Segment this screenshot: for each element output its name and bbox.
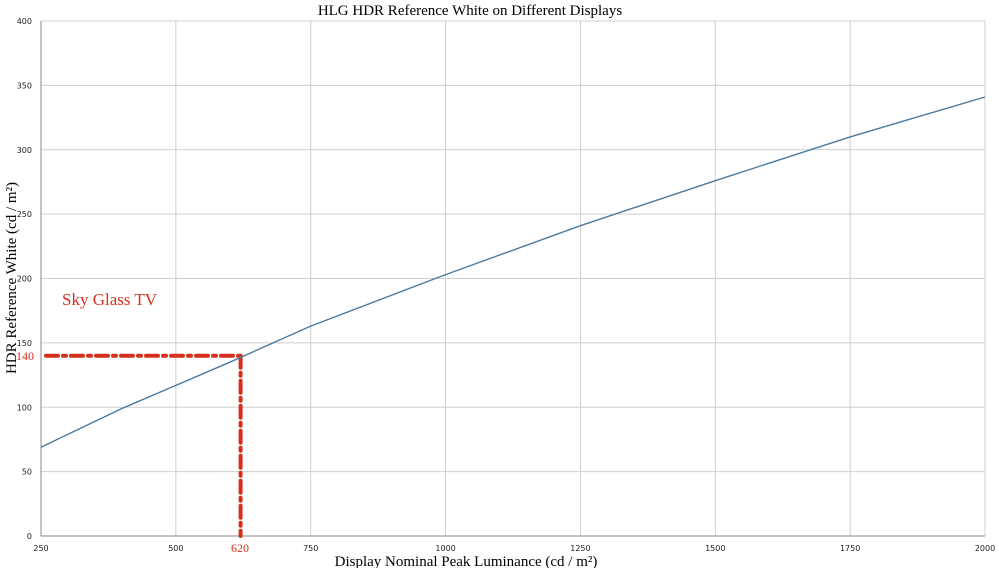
x-tick-label: 500	[168, 544, 183, 553]
y-tick-label: 250	[17, 210, 32, 219]
series-group	[40, 96, 986, 448]
annotation-x-value-label: 620	[231, 541, 249, 555]
y-tick-label: 300	[17, 146, 32, 155]
annotation-y-value-label: 140	[16, 349, 34, 363]
y-tick-label: 0	[27, 532, 32, 541]
x-tick-label: 1250	[570, 544, 590, 553]
y-axis-title: HDR Reference White (cd / m²)	[4, 182, 20, 374]
y-tick-label: 100	[17, 403, 32, 412]
y-tick-label: 400	[17, 17, 32, 26]
labels: 250 500 750 1000 1250 1500 1750 2000 0 50 100 150 20…	[17, 17, 995, 553]
x-tick-label: 1500	[705, 544, 725, 553]
y-tick-label: 350	[17, 81, 32, 90]
y-tick-label: 200	[17, 275, 32, 284]
grid	[41, 20, 986, 536]
axes	[40, 21, 985, 537]
x-tick-label: 1000	[435, 544, 455, 553]
chart-title: HLG HDR Reference White on Different Dis…	[318, 3, 623, 19]
y-tick-label: 50	[22, 468, 32, 477]
y-tick-label: 150	[17, 339, 32, 348]
x-tick-label: 250	[33, 544, 48, 553]
x-axis-title: Display Nominal Peak Luminance (cd / m²)	[335, 554, 598, 568]
x-tick-label: 1750	[840, 544, 860, 553]
x-tick-label: 750	[303, 544, 318, 553]
x-tick-label: 2000	[975, 544, 995, 553]
series-line	[40, 96, 986, 448]
annotation-label: Sky Glass TV	[62, 290, 158, 309]
annotation-group	[44, 353, 243, 538]
